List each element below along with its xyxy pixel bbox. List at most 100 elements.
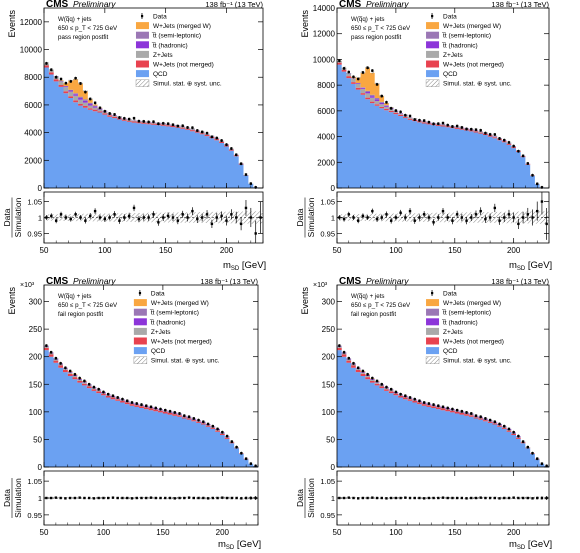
ratio-point <box>399 211 402 214</box>
ratio-point <box>121 496 124 500</box>
x-tick-label: 50 <box>40 528 49 537</box>
data-point <box>394 390 398 394</box>
ratio-point <box>432 496 435 500</box>
data-point <box>441 121 445 125</box>
legend-label: t̅t (semi-leptonic) <box>442 32 491 40</box>
data-point <box>536 182 539 186</box>
ratio-tick-label: 1.05 <box>27 198 42 207</box>
x-tick-label: 150 <box>448 246 462 255</box>
data-point <box>338 59 341 62</box>
data-point <box>517 150 520 153</box>
ratio-point <box>137 217 141 221</box>
scale-factor: ×10³ <box>20 282 35 289</box>
ratio-point <box>221 496 224 499</box>
x-tick-label: 200 <box>216 528 230 537</box>
y-tick-label: 150 <box>322 380 336 389</box>
ratio-point <box>152 213 155 216</box>
legend-swatch <box>133 327 147 335</box>
ratio-point <box>521 496 525 500</box>
ratio-point <box>371 209 374 213</box>
legend-swatch <box>133 299 147 307</box>
data-point <box>173 411 176 414</box>
chart-panel-2: 0 2000 4000 6000 8000 10000 12000 14000 CMS Preli… <box>295 0 552 272</box>
data-point <box>108 112 111 115</box>
ratio-point <box>50 214 53 218</box>
data-point <box>389 388 393 391</box>
x-label-unit: [GeV] <box>239 260 266 271</box>
data-point <box>137 119 141 123</box>
ratio-point <box>162 216 165 219</box>
legend-label: t̅t (semi-leptonic) <box>152 32 201 40</box>
data-point <box>408 114 412 118</box>
data-point <box>152 120 155 123</box>
y-tick-label: 100 <box>29 408 43 417</box>
data-point <box>59 77 63 81</box>
x-label-m: m <box>218 539 226 550</box>
ratio-point <box>503 496 506 500</box>
data-point <box>460 126 464 129</box>
cms-label: CMS <box>46 276 69 287</box>
ratio-point <box>157 221 160 224</box>
info-line: fail region postfit <box>58 311 103 318</box>
ratio-point <box>404 496 407 499</box>
stack-qcd <box>337 350 549 467</box>
data-point <box>147 120 150 124</box>
legend-swatch <box>426 41 440 49</box>
ratio-point <box>168 496 172 500</box>
data-point <box>479 129 482 132</box>
legend-label: W+Jets (not merged) <box>443 339 504 346</box>
data-point <box>408 396 412 399</box>
ratio-point <box>249 496 253 500</box>
legend-swatch <box>426 70 440 78</box>
data-point <box>455 124 459 128</box>
data-point <box>78 376 81 380</box>
y-tick-label: 12000 <box>20 18 43 27</box>
data-point <box>45 62 48 65</box>
y-tick-label: 0 <box>331 463 336 472</box>
data-point <box>418 119 421 122</box>
data-point <box>531 174 534 177</box>
legend-data-point <box>138 292 142 295</box>
data-point <box>244 173 248 176</box>
data-point <box>149 405 153 409</box>
ratio-point <box>446 216 449 219</box>
ratio-point <box>171 216 175 219</box>
ratio-point <box>200 216 204 219</box>
ratio-point <box>503 216 506 219</box>
lumi-label: 138 fb⁻¹ (13 TeV) <box>491 0 549 9</box>
data-point <box>512 144 515 148</box>
y-tick-label: 300 <box>29 298 43 307</box>
ratio-point <box>512 216 515 219</box>
legend-label: Simul. stat. ⊕ syst. unc. <box>443 358 512 365</box>
data-point <box>197 418 200 422</box>
legend-swatch <box>426 308 440 316</box>
ratio-point <box>427 496 431 500</box>
data-point <box>361 369 365 373</box>
ratio-point <box>493 496 497 500</box>
data-point <box>93 101 97 105</box>
ratio-point <box>225 496 229 500</box>
cms-label: CMS <box>46 0 69 10</box>
legend-swatch <box>426 327 440 335</box>
data-point <box>352 362 355 365</box>
ratio-point <box>123 216 126 219</box>
data-point <box>521 440 525 443</box>
data-point <box>225 143 228 146</box>
data-point <box>470 128 473 131</box>
legend-hatch-swatch <box>135 79 150 87</box>
y-tick-label: 50 <box>326 435 335 444</box>
x-tick-label: 50 <box>40 246 49 255</box>
data-point <box>102 390 105 394</box>
data-point <box>375 379 379 383</box>
ratio-point <box>89 214 92 218</box>
data-point <box>493 420 497 423</box>
y-tick-label: 12000 <box>313 30 336 39</box>
data-point <box>446 123 449 127</box>
data-point <box>521 154 525 158</box>
ratio-point <box>441 209 445 213</box>
legend-label: Z+Jets <box>443 52 463 59</box>
ratio-point <box>244 206 248 210</box>
data-point <box>422 401 426 404</box>
data-point <box>116 396 119 399</box>
